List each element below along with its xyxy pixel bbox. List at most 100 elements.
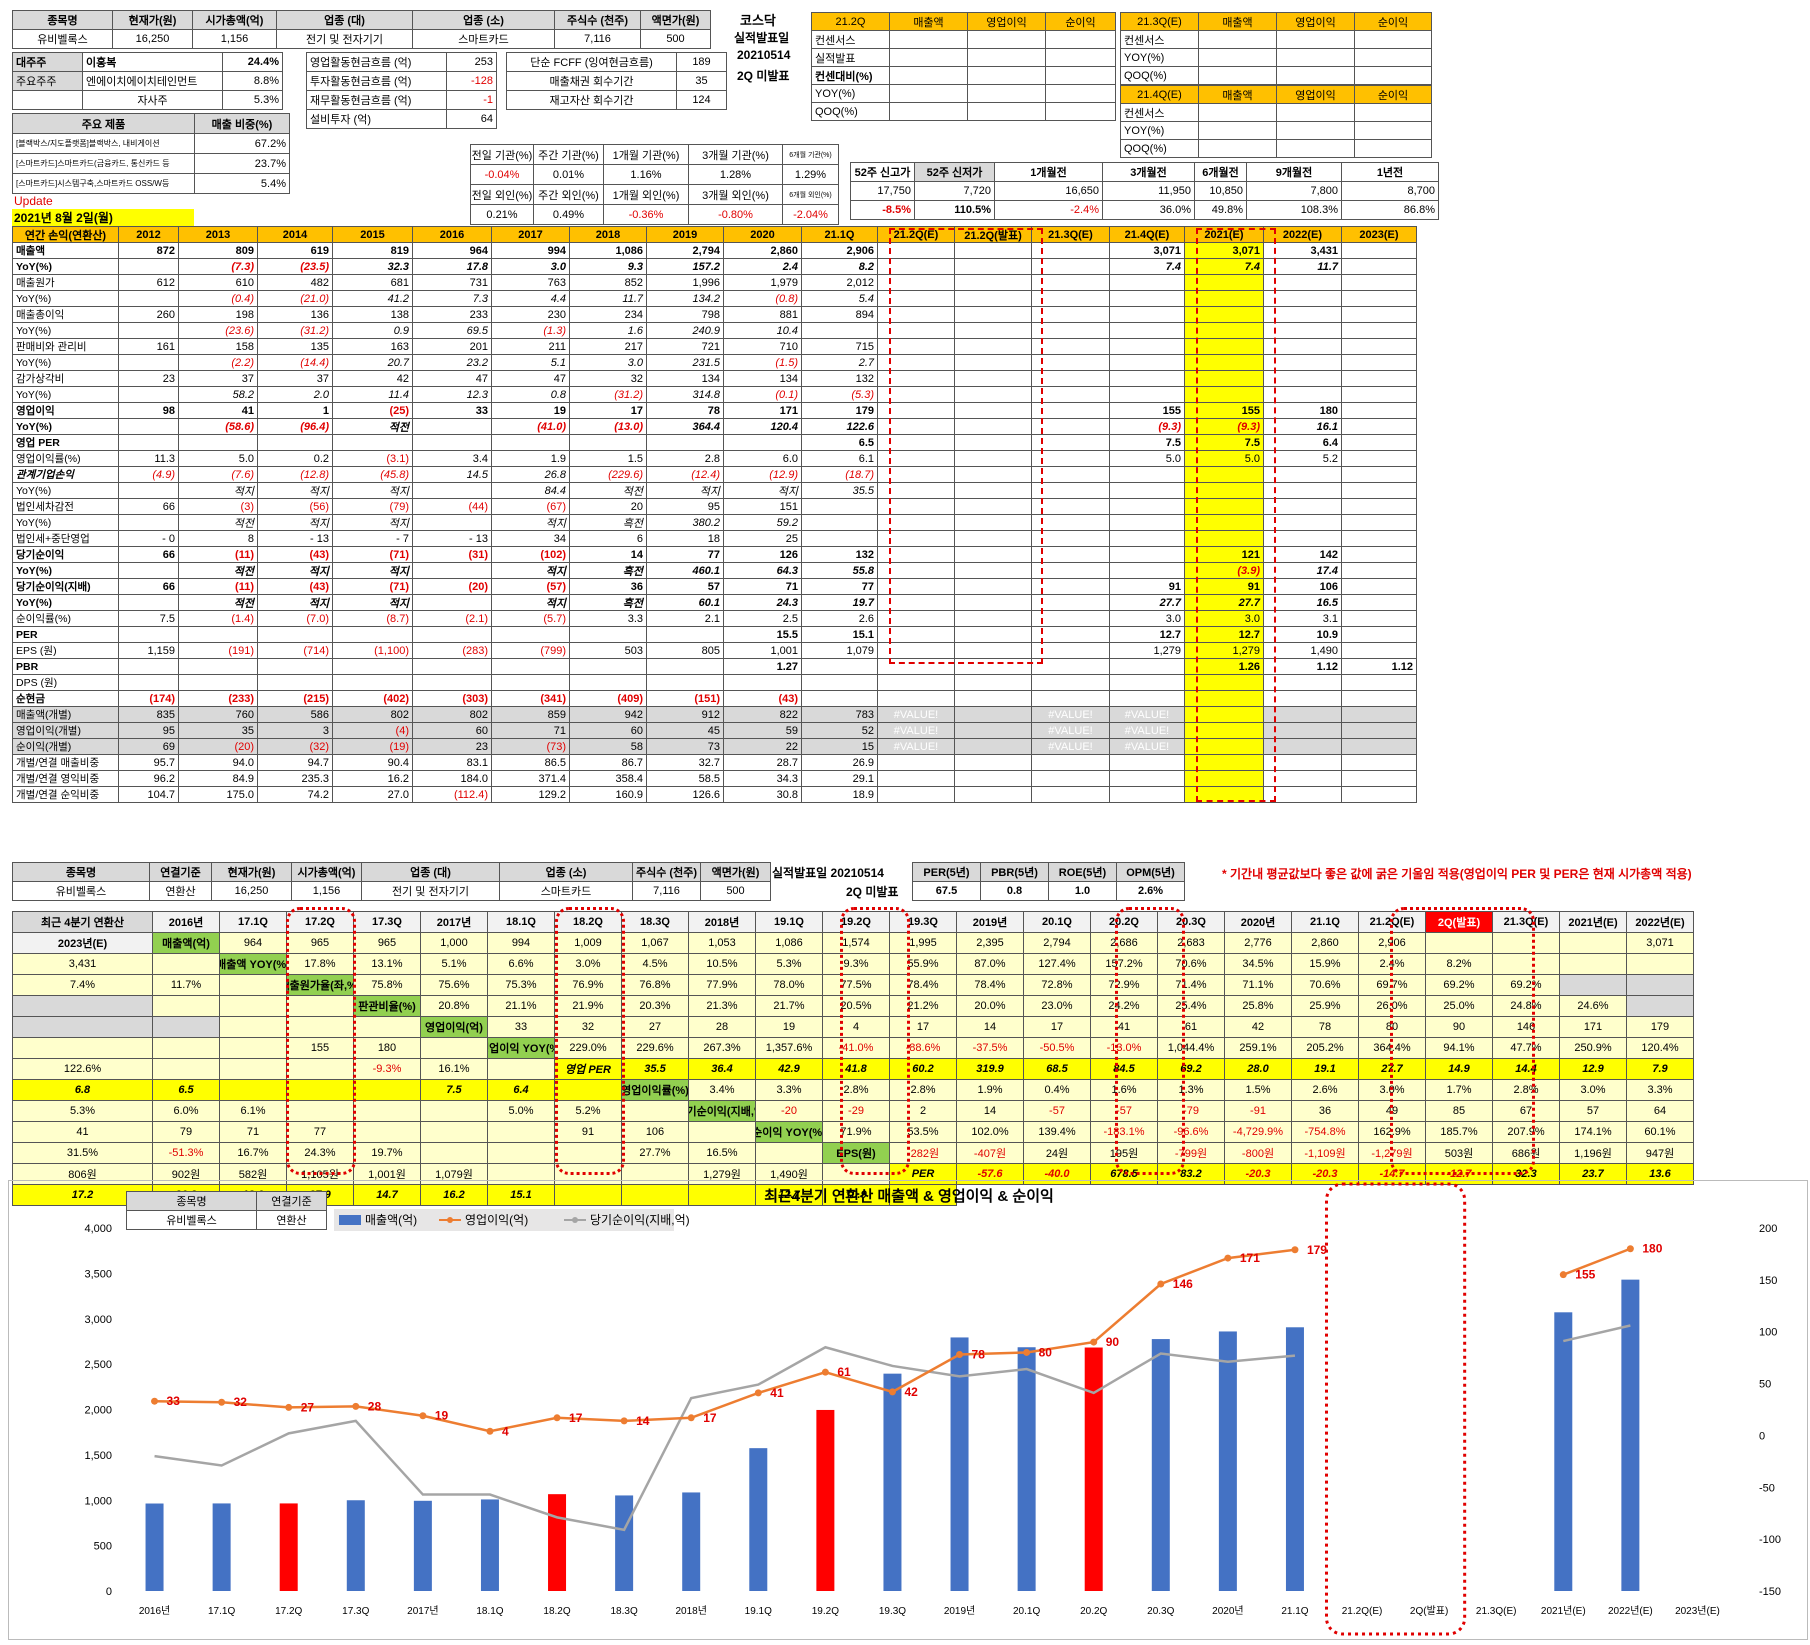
value-cell[interactable] [878,563,955,579]
value-cell[interactable]: 3.3 [570,611,647,627]
value-cell[interactable] [1342,787,1417,803]
value-cell[interactable]: (31) [413,547,492,563]
row-label[interactable]: QOQ(%) [1121,140,1199,158]
value-cell[interactable] [1342,387,1417,403]
value-cell[interactable] [1110,339,1185,355]
value-cell[interactable]: 2.8% [823,1080,890,1101]
empty-cell[interactable] [1199,49,1277,67]
header-cell[interactable]: 18.3Q [622,912,689,933]
value-cell[interactable]: 21.9% [555,996,622,1017]
value-cell[interactable]: 902원 [153,1164,220,1185]
value-cell[interactable] [724,435,802,451]
value-cell[interactable] [333,659,413,675]
value-cell[interactable] [1185,355,1264,371]
value-cell[interactable]: 34.5% [1225,954,1292,975]
row-label[interactable]: YoY(%) [13,259,119,275]
row-label[interactable]: 개별/연결 영익비중 [13,771,119,787]
value-cell[interactable] [878,771,955,787]
value-cell[interactable]: 73 [647,739,724,755]
value-cell[interactable]: 5.3% [13,1101,153,1122]
value-cell[interactable]: 8,700 [1342,182,1439,201]
value-cell[interactable]: (20) [179,739,258,755]
value-cell[interactable] [878,499,955,515]
value-cell[interactable] [1560,954,1627,975]
value-cell[interactable]: 947원 [1627,1143,1694,1164]
value-cell[interactable]: - 7 [333,531,413,547]
value-cell[interactable]: #VALUE! [1110,723,1185,739]
value-cell[interactable]: 71 [220,1122,287,1143]
value-cell[interactable] [119,419,179,435]
value-cell[interactable]: 47.7% [1493,1038,1560,1059]
value-cell[interactable]: 205.2% [1292,1038,1359,1059]
value-cell[interactable] [1342,771,1417,787]
header-cell[interactable]: PBR(5년) [981,863,1049,882]
value-cell[interactable] [647,435,724,451]
value-cell[interactable] [119,675,179,691]
header-cell[interactable]: 주식수 (천주) [555,11,641,30]
value-cell[interactable]: 67.5 [913,882,981,901]
value-cell[interactable]: 171 [1560,1017,1627,1038]
value-cell[interactable] [1342,691,1417,707]
value-cell[interactable] [878,483,955,499]
value-cell[interactable]: - 0 [119,531,179,547]
value-cell[interactable]: 12.3 [413,387,492,403]
value-cell[interactable] [1110,323,1185,339]
value-cell[interactable]: 11.7 [1264,259,1342,275]
value-cell[interactable]: 155 [287,1038,354,1059]
value-cell[interactable]: 1.12 [1342,659,1417,675]
value-cell[interactable]: 77 [647,547,724,563]
value-cell[interactable] [878,547,955,563]
value-cell[interactable]: 104.7 [119,787,179,803]
value-cell[interactable]: 1,995 [890,933,957,954]
value-cell[interactable] [1110,659,1185,675]
value-cell[interactable]: 2,794 [647,243,724,259]
value-cell[interactable]: 106 [622,1122,689,1143]
value-cell[interactable] [119,259,179,275]
value-cell[interactable]: 1.0 [1049,882,1117,901]
value-cell[interactable] [119,595,179,611]
value-cell[interactable]: -37.5% [957,1038,1024,1059]
value-cell[interactable]: 78 [647,403,724,419]
value-cell[interactable]: 78 [1292,1017,1359,1038]
value-cell[interactable]: 161 [119,339,179,355]
value-cell[interactable] [802,659,878,675]
value-cell[interactable]: 1,079원 [421,1164,488,1185]
empty-cell[interactable] [1355,104,1432,122]
empty-cell[interactable] [890,67,968,85]
value-cell[interactable] [878,627,955,643]
value-cell[interactable]: -91 [1225,1101,1292,1122]
value-cell[interactable]: 1,156 [292,882,362,901]
row-label[interactable]: YOY(%) [1121,122,1199,140]
value-cell[interactable]: 28.7 [724,755,802,771]
value-cell[interactable] [220,996,287,1017]
value-cell[interactable]: 83.2 [1158,1164,1225,1185]
row-label[interactable]: YOY(%) [812,85,890,103]
value-cell[interactable] [689,1185,756,1206]
value-cell[interactable]: 160.9 [570,787,647,803]
value-cell[interactable] [153,1059,220,1080]
row-label[interactable]: 순이익 YOY(%) [756,1122,823,1143]
value-cell[interactable] [555,1185,622,1206]
value-cell[interactable]: 91 [555,1122,622,1143]
value-cell[interactable] [756,1143,823,1164]
value-cell[interactable]: (5.3) [802,387,878,403]
value-cell[interactable]: (32) [258,739,333,755]
value-cell[interactable] [1110,355,1185,371]
value-cell[interactable] [1264,707,1342,723]
header-cell[interactable]: 2013 [179,227,258,243]
value-cell[interactable]: 11.4 [333,387,413,403]
value-cell[interactable]: 6.0% [153,1101,220,1122]
value-cell[interactable]: 731 [413,275,492,291]
value-cell[interactable]: 15.9% [1292,954,1359,975]
value-cell[interactable]: 1.3% [1158,1080,1225,1101]
value-cell[interactable]: 8 [179,531,258,547]
value-cell[interactable]: 59.2 [724,515,802,531]
value-cell[interactable] [1342,355,1417,371]
value-cell[interactable] [119,659,179,675]
header-cell[interactable]: 대주주 [13,53,83,72]
row-label[interactable]: YOY(%) [1121,49,1199,67]
value-cell[interactable]: 1,000 [421,933,488,954]
value-cell[interactable]: 72.9% [1091,975,1158,996]
value-cell[interactable]: 9.3% [823,954,890,975]
row-label[interactable]: PER [890,1164,957,1185]
